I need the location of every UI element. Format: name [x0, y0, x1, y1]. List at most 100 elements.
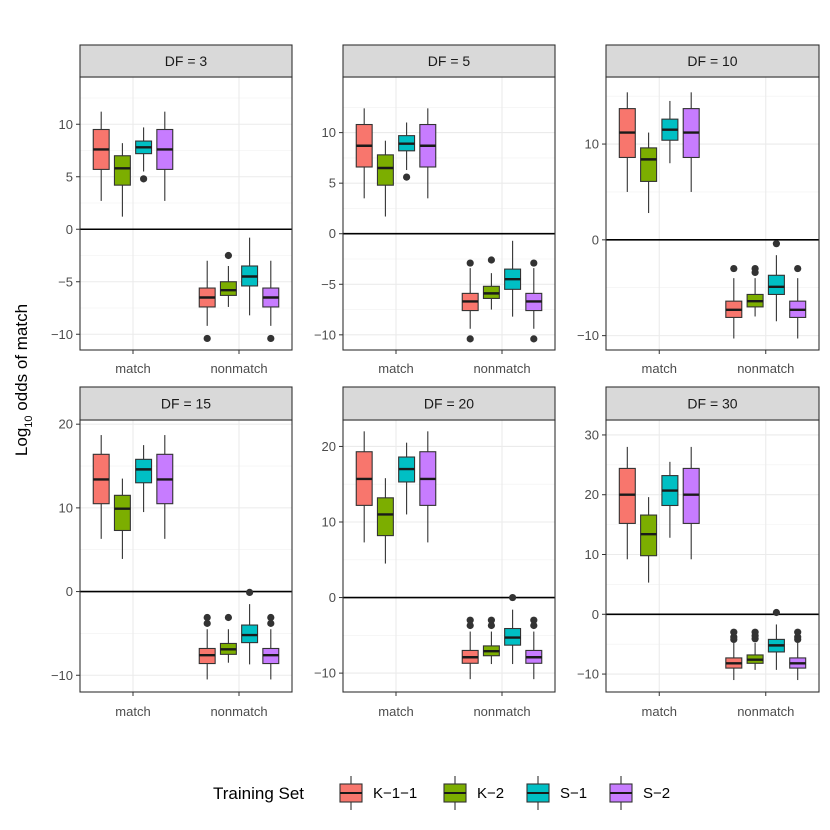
y-tick-label: 0: [592, 232, 599, 247]
outlier-point: [730, 635, 738, 643]
box-match-series-1: [92, 435, 110, 539]
box-match-series-2: [113, 143, 131, 217]
panel-3: −10 0 10 match nonmatch DF = 10: [577, 44, 820, 376]
strip-label: DF = 5: [428, 53, 471, 69]
strip-label: DF = 15: [161, 396, 211, 412]
legend-key-4: S−2: [609, 776, 670, 810]
strip-background: [79, 386, 293, 421]
panel-4: −10 0 10 20 match nonmatch DF = 15: [51, 386, 293, 719]
box-match-series-1: [355, 108, 373, 199]
box-nonmatch-series-2: [482, 616, 500, 665]
box-iqr: [767, 274, 785, 295]
legend-title: Training Set: [213, 784, 304, 803]
outlier-point: [530, 259, 538, 267]
box-nonmatch-series-1: [461, 259, 479, 343]
box-nonmatch-series-2: [219, 251, 237, 307]
y-tick-label: −10: [577, 328, 599, 343]
outlier-point: [487, 621, 495, 630]
box-match-series-3: [661, 100, 679, 164]
outlier-point: [267, 619, 275, 627]
outlier-point: [224, 251, 232, 260]
y-tick-label: −10: [314, 666, 336, 681]
box-nonmatch-series-1: [198, 613, 216, 680]
x-tick-label-match: match: [115, 704, 150, 719]
box-match-series-1: [618, 446, 636, 560]
box-nonmatch-series-3: [241, 237, 259, 316]
panel-background: [343, 420, 555, 692]
x-tick-label-nonmatch: nonmatch: [737, 361, 794, 376]
strip-label: DF = 30: [687, 396, 737, 412]
legend-label-1: K−1−1: [373, 785, 417, 802]
y-tick-label: 30: [585, 427, 599, 442]
legend-label-2: K−2: [477, 785, 504, 802]
y-tick-label: 20: [322, 439, 336, 454]
y-tick-label: −5: [58, 274, 73, 289]
box-iqr: [113, 494, 131, 532]
y-tick-label: 10: [585, 137, 599, 152]
y-tick-label: 10: [322, 515, 336, 530]
box-nonmatch-series-4: [262, 613, 280, 680]
box-iqr: [241, 624, 259, 644]
outlier-point: [794, 635, 802, 643]
panel-1: −10 −5 0 5 10 match nonmatch DF = 3: [51, 44, 293, 376]
x-tick-label-match: match: [378, 704, 413, 719]
box-nonmatch-series-4: [525, 259, 543, 343]
box-nonmatch-series-3: [241, 588, 259, 665]
y-tick-label: 0: [592, 607, 599, 622]
box-iqr: [640, 147, 658, 182]
outlier-point: [466, 259, 474, 267]
strip-background: [342, 44, 556, 78]
box-match-series-3: [135, 445, 153, 513]
outlier-point: [772, 608, 781, 617]
box-nonmatch-series-2: [482, 256, 500, 310]
outlier-point: [203, 334, 211, 343]
box-nonmatch-series-1: [198, 260, 216, 343]
box-nonmatch-series-4: [789, 264, 807, 339]
y-tick-label: 20: [59, 417, 73, 432]
outlier-point: [224, 613, 232, 622]
outlier-point: [772, 240, 781, 248]
x-tick-label-nonmatch: nonmatch: [473, 361, 530, 376]
strip-background: [605, 44, 820, 78]
box-nonmatch-series-3: [504, 593, 522, 665]
y-tick-label: −10: [314, 327, 336, 342]
box-nonmatch-series-3: [767, 240, 785, 322]
box-nonmatch-series-4: [525, 616, 543, 680]
box-nonmatch-series-2: [219, 613, 237, 663]
outlier-point: [246, 588, 254, 597]
box-iqr: [219, 281, 237, 296]
box-match-series-4: [682, 92, 700, 192]
x-tick-label-match: match: [378, 361, 413, 376]
y-tick-label: 5: [66, 169, 73, 184]
box-match-series-2: [113, 478, 131, 559]
outlier-point: [487, 256, 495, 264]
box-match-series-4: [156, 435, 174, 539]
x-tick-label-nonmatch: nonmatch: [210, 704, 267, 719]
legend-label-3: S−1: [560, 785, 587, 802]
box-iqr: [135, 458, 153, 484]
y-axis-title: Log10 odds of match: [12, 304, 35, 456]
outlier-point: [530, 335, 538, 343]
panel-background: [606, 77, 819, 350]
panel-background: [80, 77, 292, 350]
y-tick-label: 0: [66, 584, 73, 599]
box-nonmatch-series-4: [262, 260, 280, 343]
y-axis-title-suffix: odds of match: [12, 304, 31, 416]
box-iqr: [376, 497, 394, 537]
outlier-point: [508, 593, 517, 602]
box-match-series-1: [92, 111, 110, 201]
y-axis-title-subscript: 10: [23, 415, 35, 427]
box-match-series-4: [156, 111, 174, 201]
outlier-point: [466, 621, 474, 630]
strip-label: DF = 3: [165, 53, 208, 69]
y-tick-label: 10: [585, 547, 599, 562]
outlier-point: [794, 264, 802, 273]
y-tick-label: 5: [329, 176, 336, 191]
y-tick-label: 0: [329, 226, 336, 241]
outlier-point: [403, 173, 411, 181]
panel-background: [80, 420, 292, 692]
box-nonmatch-series-1: [725, 628, 743, 681]
outlier-point: [751, 268, 759, 277]
y-tick-label: 0: [329, 590, 336, 605]
